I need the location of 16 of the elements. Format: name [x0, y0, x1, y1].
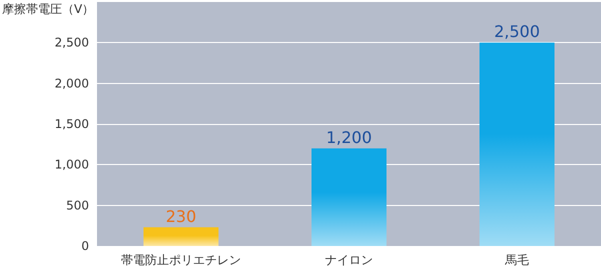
data-label: 1,200 [326, 128, 372, 147]
x-tick-label: ナイロン [325, 253, 373, 267]
data-label: 230 [166, 206, 196, 226]
y-tick-label: 0 [81, 239, 89, 253]
x-tick-label: 帯電防止ポリエチレン [121, 253, 241, 267]
data-label: 2,500 [494, 22, 540, 42]
y-tick-label: 2,500 [54, 36, 89, 50]
y-tick-label: 1,500 [54, 117, 89, 131]
bar [312, 148, 386, 246]
bar [144, 227, 218, 246]
y-tick-label: 1,000 [54, 158, 89, 172]
y-axis-title: 摩擦帯電圧（V） [2, 2, 94, 16]
y-tick-label: 2,000 [54, 76, 89, 90]
bar [480, 42, 554, 246]
x-tick-label: 馬毛 [504, 253, 529, 267]
y-tick-label: 500 [66, 198, 89, 212]
